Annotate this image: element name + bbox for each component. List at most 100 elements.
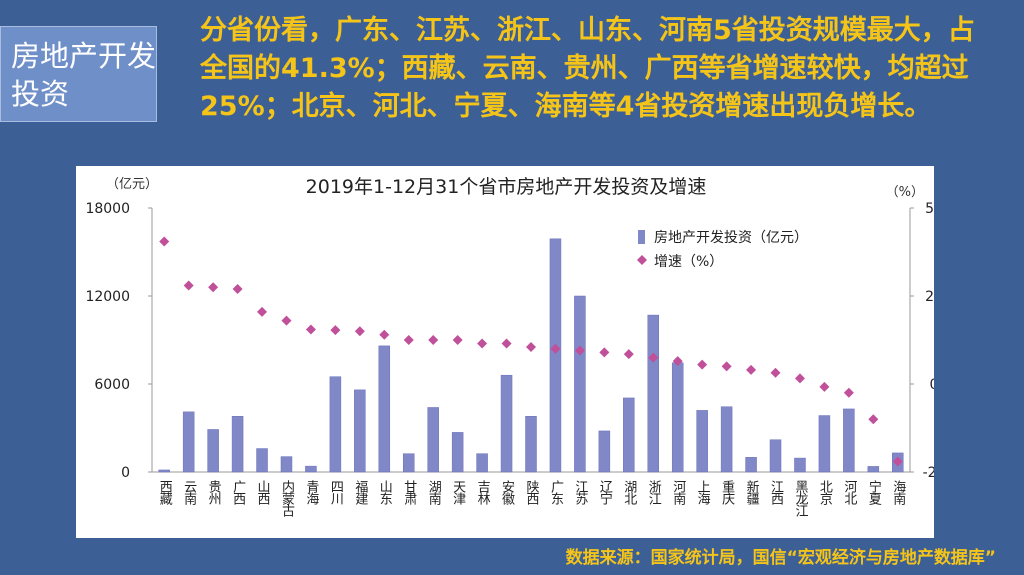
bar-辽宁 [598,430,611,473]
bar-江西 [769,439,782,473]
bar-新疆 [745,457,757,473]
category-label-辽宁: 辽宁 [597,480,613,505]
legend-marker-label: 增速（%） [654,254,723,270]
marker-江西 [770,367,781,378]
marker-山西 [257,306,268,317]
section-title: 房地产开发投资 [0,26,157,122]
marker-海南 [892,456,903,467]
bar-黑龙江 [794,457,806,473]
left-tick-label: 18000 [85,201,130,217]
bar-陕西 [525,416,537,473]
marker-宁夏 [868,414,879,425]
bar-宁夏 [867,466,880,473]
category-label-四川: 四川 [328,480,344,505]
bar-layer [158,238,904,473]
marker-layer [159,236,903,467]
marker-湖北 [623,349,634,360]
marker-江苏 [574,345,585,356]
category-label-浙江: 浙江 [646,480,662,505]
legend-bar-swatch [638,230,645,244]
category-label-青海: 青海 [303,480,319,505]
legend-marker-swatch [637,255,647,265]
bar-天津 [451,432,464,473]
category-label-北京: 北京 [817,480,833,505]
bar-浙江 [647,314,660,473]
right-tick-label: 50 [925,201,934,217]
bar-福建 [354,389,366,473]
marker-西藏 [159,236,170,247]
marker-广东 [550,343,561,354]
left-tick-label: 6000 [94,377,130,393]
bar-北京 [818,415,831,473]
bar-吉林 [476,453,488,473]
category-label-云南: 云南 [181,480,197,505]
left-tick-label: 0 [121,465,130,481]
category-label-河南: 河南 [670,480,686,505]
category-label-海南: 海南 [890,480,906,505]
category-label-江西: 江西 [768,480,784,505]
bar-广东 [549,238,562,473]
bar-重庆 [720,406,733,473]
category-label-上海: 上海 [695,480,711,505]
marker-北京 [819,381,830,392]
category-label-广西: 广西 [230,480,246,505]
category-label-山西: 山西 [255,480,271,505]
marker-山东 [379,329,390,340]
left-axis-unit: （亿元） [106,177,158,192]
marker-贵州 [208,282,219,293]
category-label-广东: 广东 [548,480,564,505]
headline-text: 分省份看，广东、江苏、浙江、山东、河南5省投资规模最大，占全国的41.3%；西藏… [200,15,975,122]
category-label-陕西: 陕西 [524,480,540,505]
marker-陕西 [526,342,536,353]
bar-四川 [329,376,342,473]
legend-bar-label: 房地产开发投资（亿元） [654,230,808,246]
bar-贵州 [207,429,219,473]
category-label-重庆: 重庆 [719,479,735,505]
bar-山西 [256,448,268,473]
marker-福建 [354,326,365,337]
tick-layer: 0 6000 12000 18000 -25 0 25 50 西藏云南贵州广西山西内蒙古青海四川… [85,201,945,517]
bar-上海 [696,410,708,473]
category-label-宁夏: 宁夏 [866,479,882,505]
category-label-江苏: 江苏 [572,480,588,505]
category-label-贵州: 贵州 [206,480,222,505]
right-tick-label: -25 [923,465,934,481]
marker-湖南 [428,335,439,345]
bar-湖北 [623,397,635,473]
category-label-山东: 山东 [377,480,393,505]
marker-河南 [672,356,683,367]
marker-上海 [697,359,708,370]
marker-吉林 [477,338,488,349]
marker-新疆 [746,364,757,375]
right-tick-label: 25 [925,289,934,305]
bar-河北 [843,408,855,473]
marker-河北 [843,387,854,398]
category-label-吉林: 吉林 [475,480,491,505]
category-label-河北: 河北 [841,480,857,506]
bar-江苏 [574,295,586,473]
bar-安徽 [500,374,513,473]
right-axis-unit: （%） [886,185,924,200]
category-label-甘肃: 甘肃 [401,480,417,505]
right-tick-label: 0 [930,377,934,393]
category-label-福建: 福建 [352,480,368,506]
category-label-湖南: 湖南 [426,480,442,505]
bar-云南 [182,411,195,473]
marker-浙江 [648,352,659,363]
bar-甘肃 [402,453,415,473]
marker-安徽 [501,338,512,349]
marker-黑龙江 [794,373,805,384]
marker-天津 [452,335,463,345]
category-label-安徽: 安徽 [499,480,515,505]
bar-河南 [671,362,684,473]
marker-青海 [305,324,316,335]
marker-内蒙古 [281,315,292,326]
bar-广西 [231,416,244,473]
chart-svg: 2019年1-12月31个省市房地产开发投资及增速 （亿元） （%） 0 6000… [85,176,945,517]
category-label-内蒙古: 内蒙古 [279,479,295,517]
chart-panel: 2019年1-12月31个省市房地产开发投资及增速 （亿元） （%） 0 6000… [76,166,945,538]
marker-云南 [183,280,194,291]
bar-湖南 [427,407,439,473]
marker-辽宁 [599,347,610,358]
chart-title: 2019年1-12月31个省市房地产开发投资及增速 [306,176,707,198]
